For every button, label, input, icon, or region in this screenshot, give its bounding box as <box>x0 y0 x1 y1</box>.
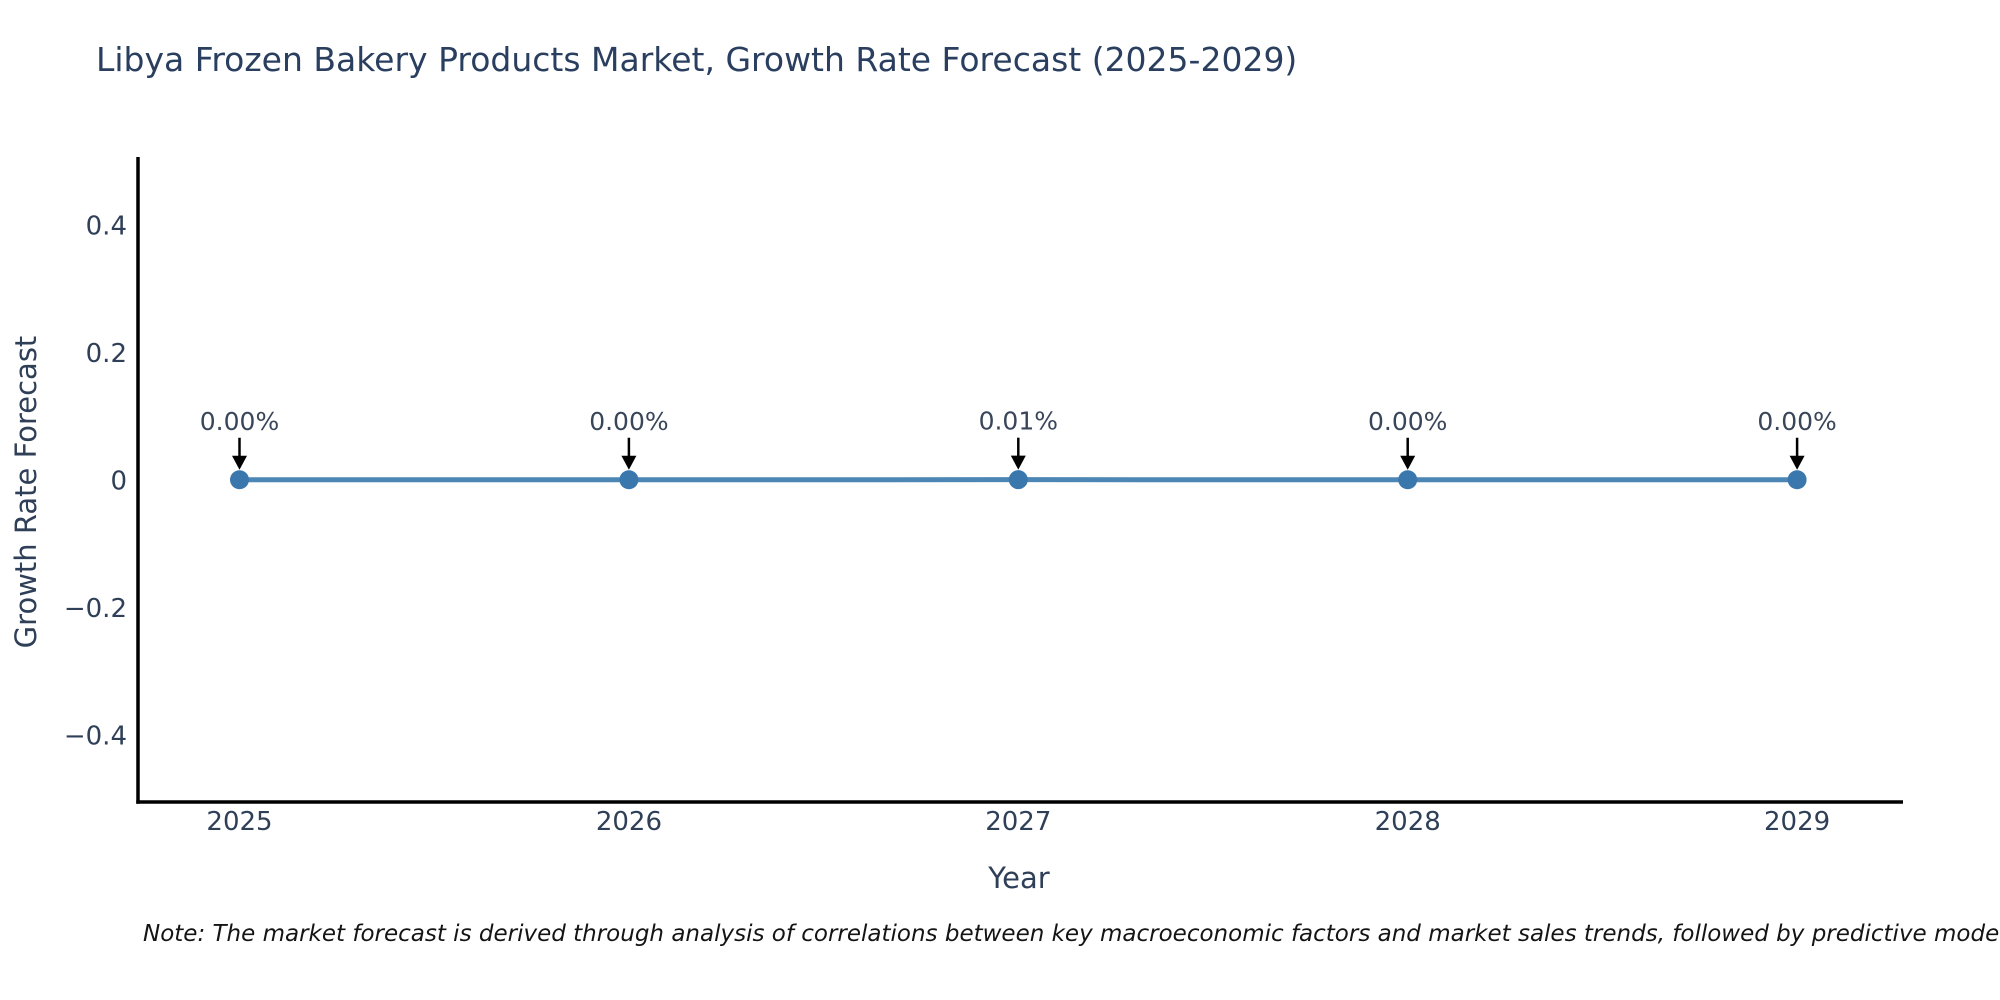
x-tick-label: 2028 <box>1375 807 1441 837</box>
x-tick-label: 2027 <box>985 807 1051 837</box>
y-tick-label: −0.4 <box>64 721 127 751</box>
footnote: Note: The market forecast is derived thr… <box>143 921 2000 947</box>
point-annotation: 0.00% <box>1757 407 1836 436</box>
data-point-marker <box>1398 470 1418 490</box>
x-tick-label: 2025 <box>206 807 272 837</box>
annotation-arrow-head <box>1400 455 1416 470</box>
x-tick-label: 2026 <box>596 807 662 837</box>
point-annotation: 0.01% <box>979 407 1058 436</box>
data-point-marker <box>1008 470 1028 490</box>
annotation-arrow-head <box>1010 455 1026 470</box>
data-point-marker <box>1787 470 1807 490</box>
point-annotation: 0.00% <box>589 407 668 436</box>
data-point-marker <box>619 470 639 490</box>
y-tick-label: 0 <box>110 466 127 496</box>
annotation-arrow-head <box>232 455 247 470</box>
y-tick-label: 0.4 <box>86 211 127 241</box>
point-annotation: 0.00% <box>1368 407 1447 436</box>
y-tick-label: −0.2 <box>64 594 127 624</box>
y-tick-label: 0.2 <box>86 339 127 369</box>
data-point-marker <box>230 470 249 490</box>
annotation-arrow-head <box>621 455 637 470</box>
x-tick-label: 2029 <box>1764 807 1830 837</box>
point-annotation: 0.00% <box>200 407 279 436</box>
annotation-arrow-head <box>1789 455 1805 470</box>
x-axis-title: Year <box>988 861 1050 895</box>
chart-title: Libya Frozen Bakery Products Market, Gro… <box>96 40 1298 79</box>
